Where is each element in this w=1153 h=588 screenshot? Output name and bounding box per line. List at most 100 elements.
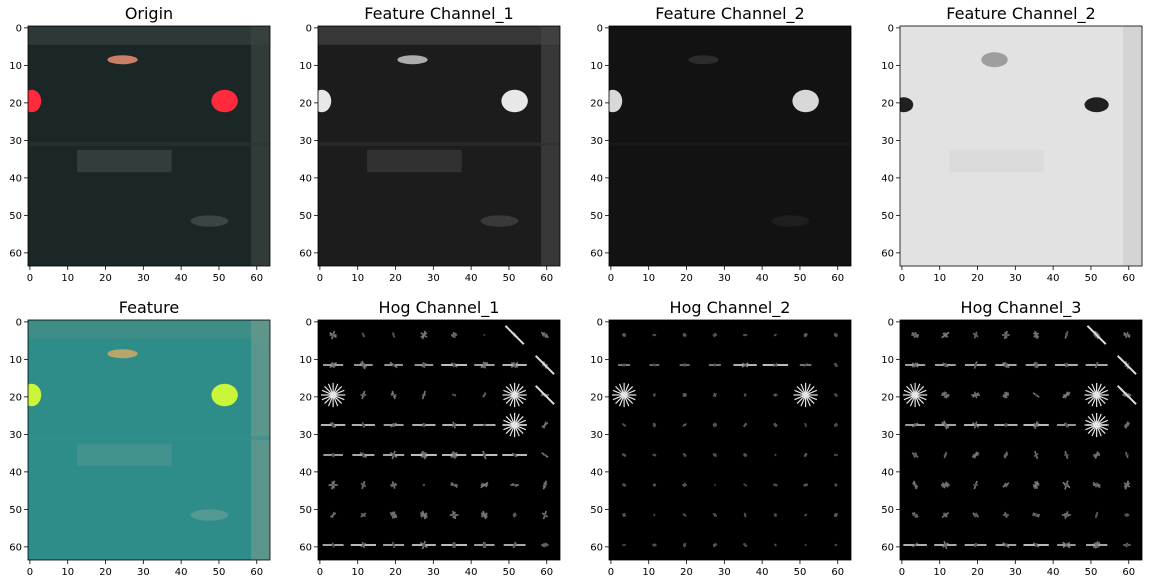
- y-tick-label: 0: [16, 23, 22, 34]
- hog-stroke: [974, 363, 978, 367]
- y-tick-label: 0: [597, 23, 603, 34]
- hog-stroke: [1003, 362, 1009, 368]
- hog-stroke: [652, 483, 657, 487]
- hog-stroke: [1062, 391, 1071, 399]
- y-tick-label: 30: [590, 430, 603, 441]
- x-tick-label: 50: [794, 273, 807, 284]
- left-tail-light: [318, 89, 332, 113]
- hog-stroke: [482, 453, 487, 457]
- x-tick-label: 20: [971, 273, 984, 284]
- x-tick-label: 0: [27, 567, 33, 578]
- hog-stroke: [480, 361, 489, 369]
- hog-stroke: [361, 483, 366, 487]
- hog-stroke: [911, 362, 919, 368]
- y-tick-label: 10: [9, 61, 22, 72]
- hog-stroke: [542, 542, 548, 548]
- hog-stroke: [1035, 513, 1038, 517]
- panel-image: [28, 320, 270, 560]
- hog-stroke: [652, 423, 657, 427]
- hog-stroke: [943, 363, 948, 367]
- hog-stroke: [1092, 541, 1101, 549]
- hog-diagonal-stroke: [534, 355, 555, 375]
- y-tick-label: 50: [299, 211, 312, 222]
- top-brake-light: [107, 55, 138, 65]
- hog-stroke: [834, 543, 838, 547]
- hog-bright-stroke: [1085, 389, 1109, 401]
- hog-background: [318, 320, 560, 560]
- hog-stroke: [481, 512, 488, 518]
- hog-stroke: [1033, 452, 1039, 458]
- hog-background: [609, 320, 851, 560]
- x-tick-label: 50: [503, 567, 516, 578]
- y-tick-label: 20: [881, 392, 894, 403]
- y-tick-label: 0: [597, 317, 603, 328]
- hog-stroke: [683, 513, 686, 517]
- panel-title: Feature Channel_2: [655, 4, 804, 24]
- hog-bright-stroke: [503, 389, 527, 401]
- lower-reflection: [190, 509, 229, 521]
- y-tick-label: 20: [590, 98, 603, 109]
- hog-stroke: [833, 513, 839, 517]
- hog-stroke: [1095, 513, 1099, 517]
- hog-stroke: [1063, 512, 1069, 518]
- x-tick-label: 30: [718, 567, 731, 578]
- hog-stroke: [541, 422, 549, 428]
- hog-stroke: [1064, 423, 1068, 427]
- hog-stroke: [512, 453, 517, 457]
- hog-stroke: [743, 333, 747, 337]
- y-tick-label: 50: [590, 211, 603, 222]
- hog-stroke: [392, 543, 395, 547]
- x-tick-label: 40: [175, 273, 188, 284]
- x-tick-label: 20: [389, 273, 402, 284]
- axes-frame: [27, 25, 271, 267]
- y-tick-label: 40: [9, 467, 22, 478]
- panels-group: Origin 0 10 20 30 40 50 60 0 10 20 30 40 50 60 Feature …: [9, 4, 1143, 578]
- y-tick-label: 20: [299, 98, 312, 109]
- hog-stroke: [743, 453, 747, 457]
- x-tick-label: 40: [465, 273, 478, 284]
- hog-stroke: [1093, 452, 1100, 458]
- hog-stroke: [772, 362, 778, 368]
- y-tick-label: 30: [881, 430, 894, 441]
- hog-diagonal-stroke: [534, 385, 555, 405]
- hog-stroke: [971, 451, 980, 459]
- hog-stroke: [744, 544, 747, 546]
- hog-stroke: [452, 483, 457, 487]
- y-tick-label: 20: [299, 392, 312, 403]
- hog-stroke: [742, 423, 748, 427]
- hog-stroke: [482, 543, 486, 547]
- car-body-line: [318, 142, 560, 146]
- hog-stroke: [390, 482, 397, 488]
- lower-reflection: [480, 215, 519, 227]
- hog-bright-stroke: [503, 419, 527, 431]
- hog-stroke: [1035, 393, 1038, 397]
- y-tick-label: 30: [590, 136, 603, 147]
- x-tick-label: 10: [933, 273, 946, 284]
- hog-stroke: [653, 364, 656, 366]
- lower-reflection: [190, 215, 229, 227]
- y-tick-label: 30: [299, 430, 312, 441]
- panel-title: Origin: [125, 4, 173, 23]
- y-tick-label: 10: [590, 355, 603, 366]
- x-tick-label: 20: [971, 567, 984, 578]
- x-tick-label: 30: [718, 273, 731, 284]
- right-tail-light: [211, 89, 238, 113]
- hog-stroke: [421, 362, 427, 368]
- image-top-band: [28, 26, 270, 45]
- x-tick-label: 60: [1122, 567, 1135, 578]
- hog-stroke: [331, 543, 335, 547]
- image-top-band: [318, 26, 560, 45]
- hog-stroke: [913, 483, 918, 487]
- hog-stroke: [803, 333, 808, 337]
- y-tick-label: 60: [299, 542, 312, 553]
- hog-stroke: [834, 393, 837, 397]
- car-body-line: [609, 142, 851, 146]
- panel-image: [900, 26, 1142, 266]
- hog-stroke: [420, 452, 428, 458]
- hog-stroke: [622, 333, 627, 337]
- hog-stroke: [482, 423, 487, 427]
- panel-title: Feature Channel_1: [364, 4, 513, 24]
- y-tick-label: 0: [888, 317, 894, 328]
- hog-stroke: [773, 513, 777, 517]
- hog-stroke: [833, 333, 838, 337]
